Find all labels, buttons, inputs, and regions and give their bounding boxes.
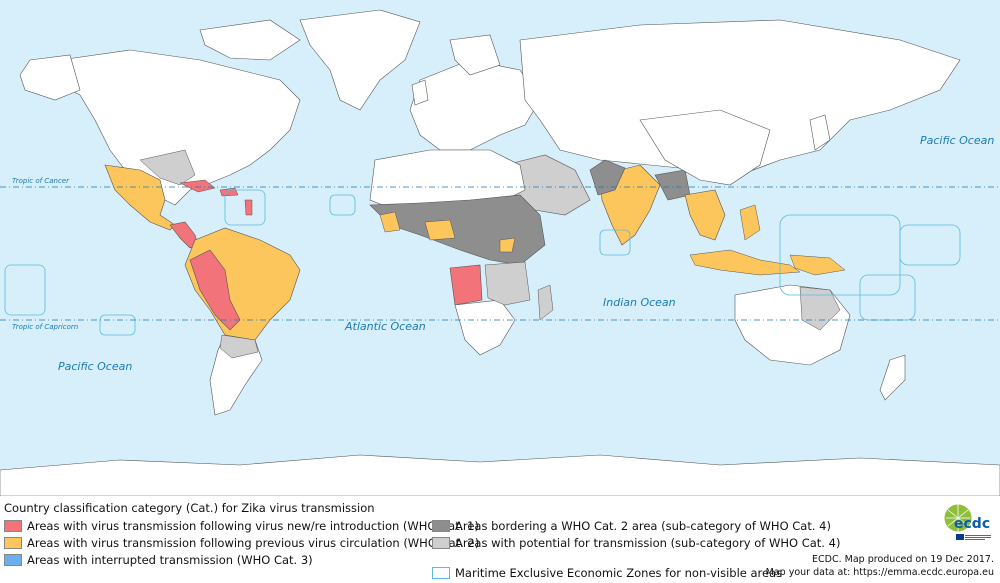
legend-label-cat1: Areas with virus transmission following … [27,519,479,533]
angola-cat1 [449,264,483,306]
world-map: Tropic of Cancer Tropic of Capricorn Pac… [0,0,1000,496]
africa-east-potential [484,261,531,306]
credit-line-2: Map your data at: https://emma.ecdc.euro… [765,567,994,578]
legend-swatch-bordering [432,520,450,532]
europe [409,59,541,151]
southeast-asia [684,189,726,241]
legend-item-potential: Areas with potential for transmission (s… [432,536,840,550]
legend-item-cat2: Areas with virus transmission following … [4,536,479,550]
madagascar [537,284,554,321]
us-southeast-potential [139,149,196,186]
greenland [299,9,421,111]
asia-north [519,19,961,176]
legend-swatch-cat3 [4,554,22,566]
svg-text:ecdc: ecdc [954,516,990,532]
australia-north-potential [799,286,841,331]
china [639,109,771,186]
legend-item-cat1: Areas with virus transmission following … [4,519,479,533]
legend-title: Country classification category (Cat.) f… [4,501,375,515]
argentina-potential [219,334,259,359]
legend-swatch-cat1 [4,520,22,532]
south-cone [209,334,263,416]
philippines [739,204,761,241]
legend-label-eez: Maritime Exclusive Economic Zones for no… [455,566,783,580]
ocean-label-atlantic: Atlantic Ocean [344,320,426,333]
legend-label-cat2: Areas with virus transmission following … [27,536,480,550]
ocean-label-pacific-ne: Pacific Ocean [920,134,994,147]
legend-label-bordering: Areas bordering a WHO Cat. 2 area (sub-c… [455,519,831,533]
arctic-islands [199,19,301,61]
legend-item-cat3: Areas with interrupted transmission (WHO… [4,553,313,567]
ecdc-logo: ecdc [943,503,991,540]
legend-label-potential: Areas with potential for transmission (s… [455,536,841,550]
legend-label-cat3: Areas with interrupted transmission (WHO… [27,553,313,567]
africa-west-cat2 [379,211,516,253]
uk [411,79,429,106]
legend: Country classification category (Cat.) f… [0,496,1000,583]
indonesia [689,249,801,276]
scandinavia [449,34,501,76]
alaska [19,54,81,101]
antarctica [0,454,1000,496]
legend-item-eez: Maritime Exclusive Economic Zones for no… [432,566,782,580]
tropic-of-capricorn-label: Tropic of Capricorn [12,323,78,331]
new-zealand [879,354,906,401]
papua [789,254,846,276]
caribbean-islands [179,179,253,216]
legend-swatch-cat2 [4,537,22,549]
tropic-lines [0,186,1000,321]
tropic-of-cancer-label: Tropic of Cancer [12,177,70,185]
ocean-label-indian: Indian Ocean [603,296,676,309]
legend-item-bordering: Areas bordering a WHO Cat. 2 area (sub-c… [432,519,831,533]
legend-swatch-potential [432,537,450,549]
legend-swatch-eez [432,567,450,579]
ocean-label-pacific-sw: Pacific Ocean [58,360,132,373]
credit-line-1: ECDC. Map produced on 19 Dec 2017. [812,554,994,565]
japan [809,114,831,151]
